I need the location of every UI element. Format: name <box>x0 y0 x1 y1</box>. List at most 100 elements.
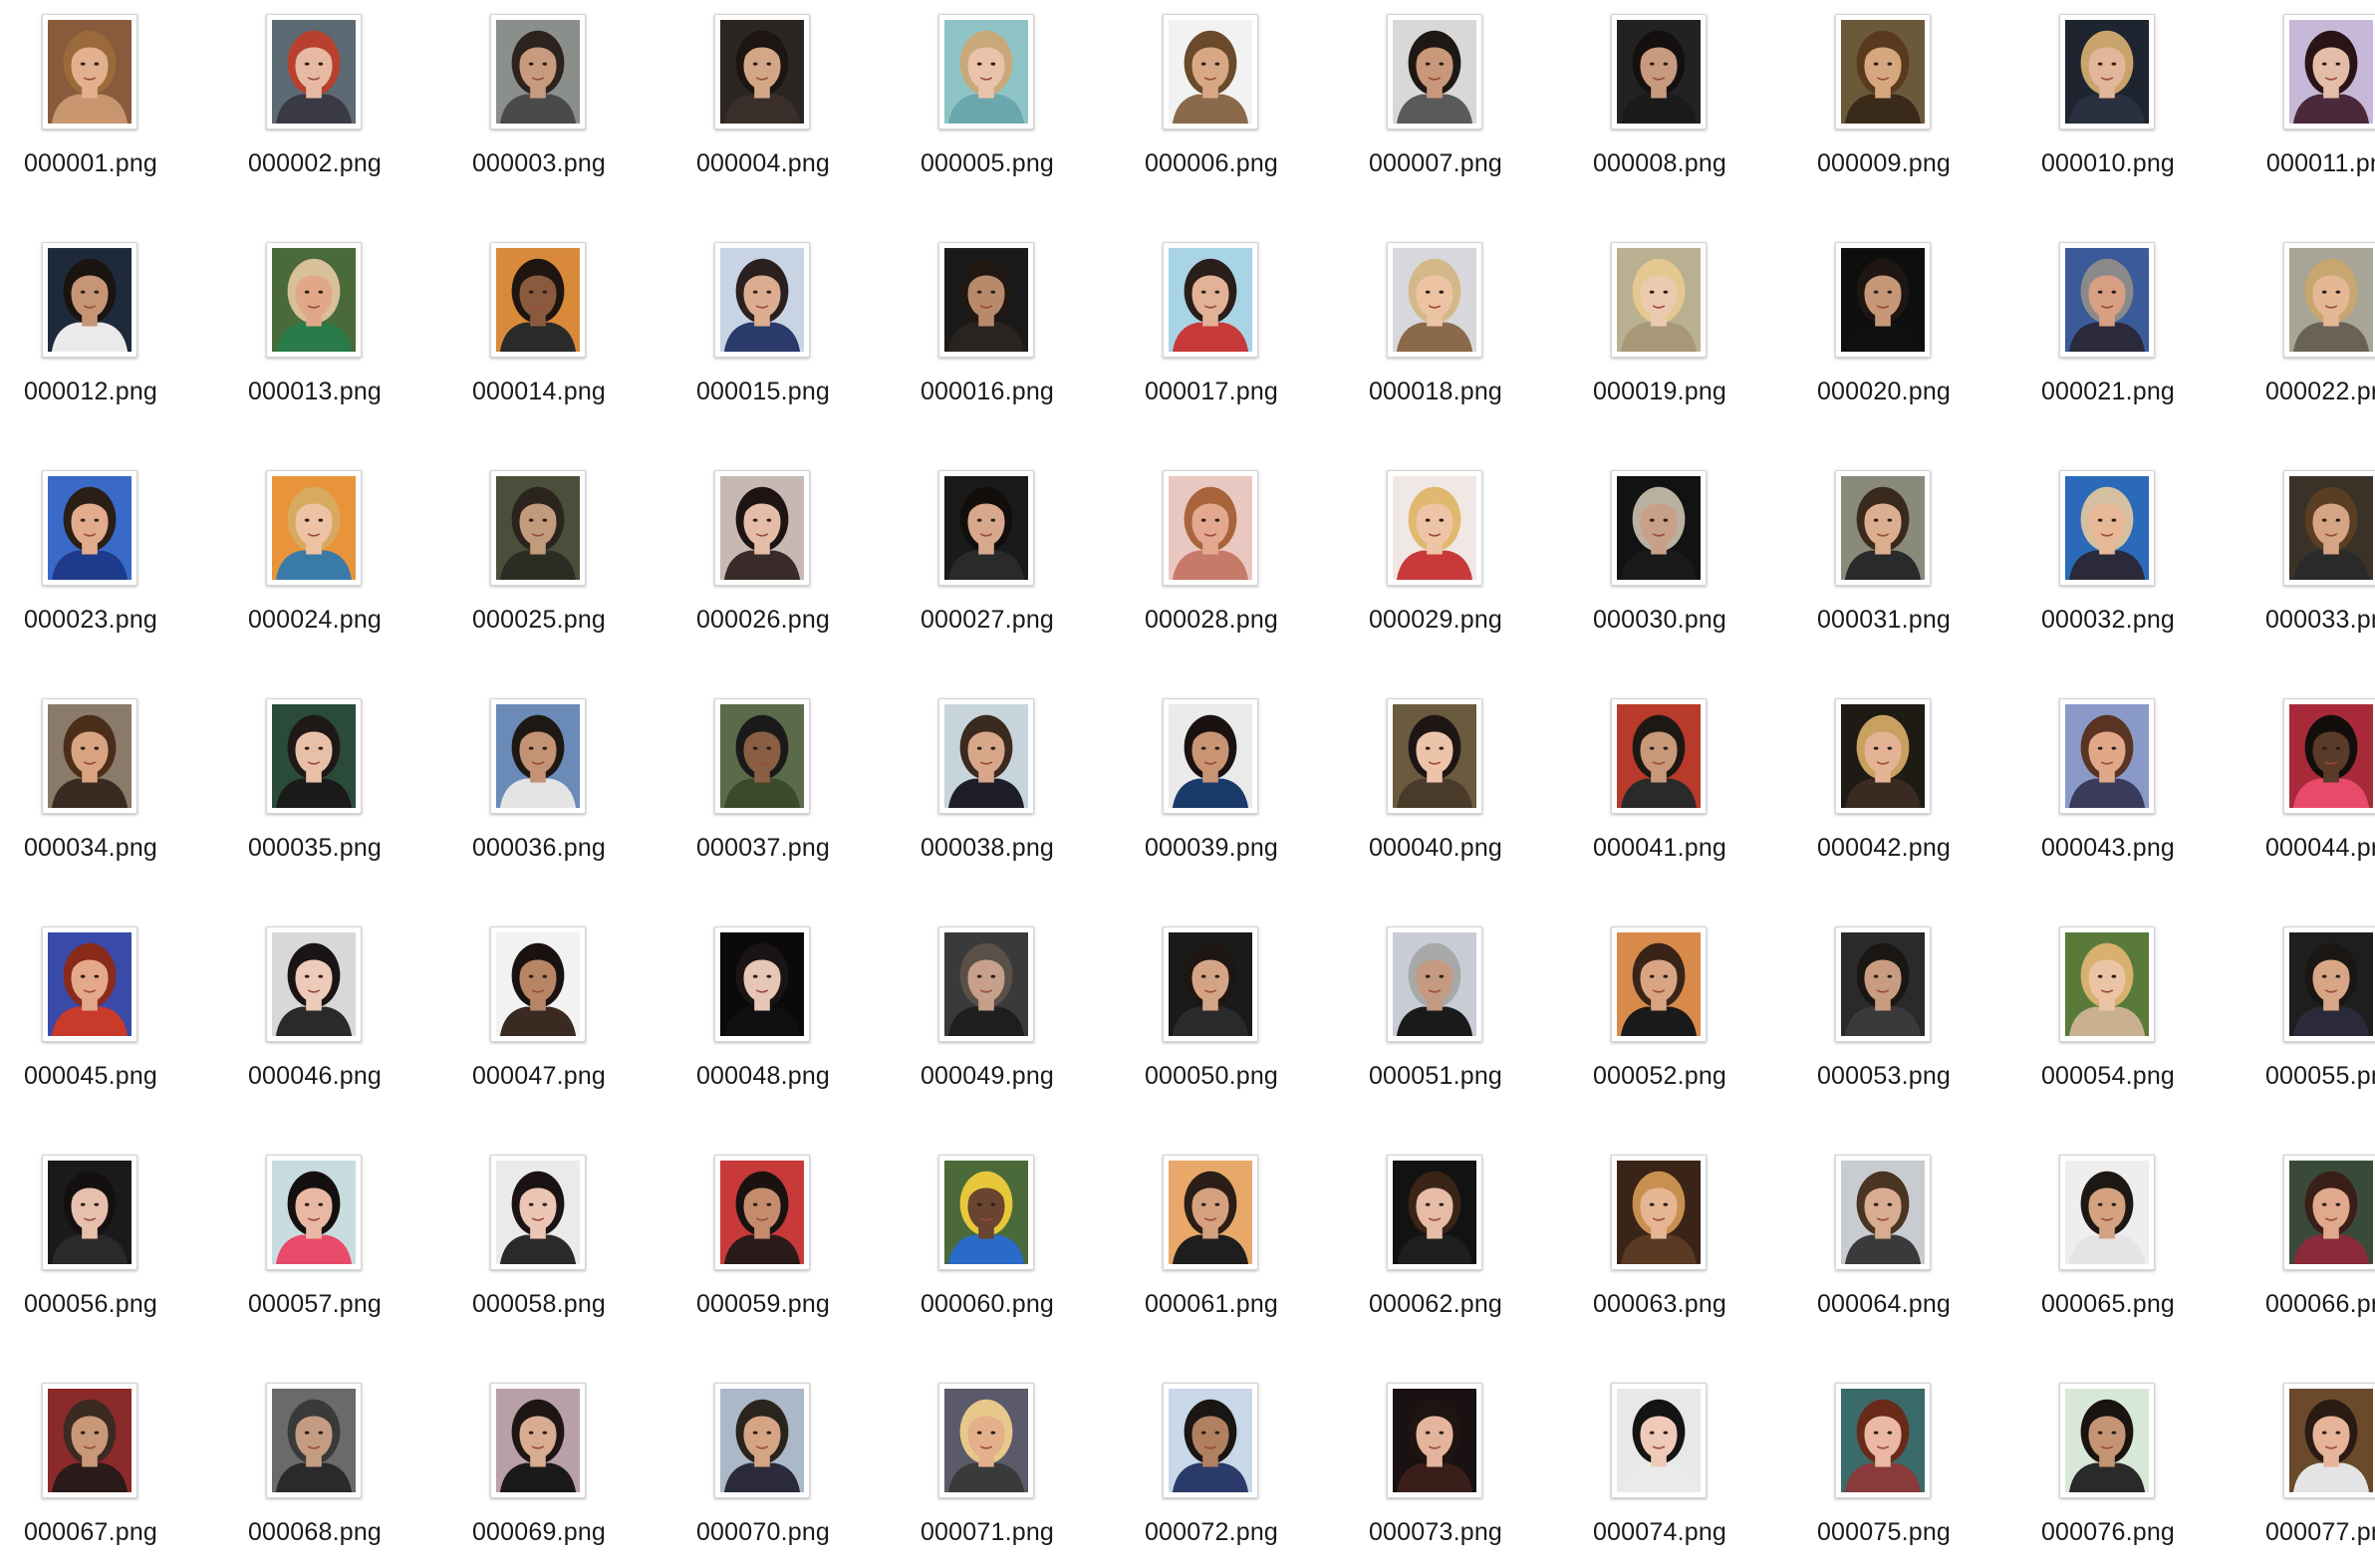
file-item[interactable]: 000031.png <box>1774 456 1993 655</box>
file-thumbnail[interactable] <box>1387 14 1482 130</box>
file-item[interactable]: 000046.png <box>205 913 424 1112</box>
file-name-label[interactable]: 000030.png <box>1592 606 1727 634</box>
file-thumbnail[interactable] <box>42 698 137 814</box>
file-item[interactable]: 000043.png <box>1998 684 2218 884</box>
file-name-label[interactable]: 000041.png <box>1592 834 1727 862</box>
file-thumbnail[interactable] <box>1387 470 1482 586</box>
file-name-label[interactable]: 000009.png <box>1816 149 1952 177</box>
file-name-label[interactable]: 000019.png <box>1592 378 1727 405</box>
file-item[interactable]: 000019.png <box>1550 228 1769 427</box>
file-item[interactable]: 000053.png <box>1774 913 1993 1112</box>
file-name-label[interactable]: 000031.png <box>1816 606 1952 634</box>
file-thumbnail[interactable] <box>490 698 586 814</box>
file-item[interactable]: 000041.png <box>1550 684 1769 884</box>
file-item[interactable]: 000038.png <box>878 684 1097 884</box>
file-thumbnail[interactable] <box>938 14 1034 130</box>
file-name-label[interactable]: 000027.png <box>920 606 1055 634</box>
file-name-label[interactable]: 000057.png <box>247 1290 383 1318</box>
file-item[interactable]: 000062.png <box>1326 1141 1545 1340</box>
file-thumbnail[interactable] <box>1835 1383 1931 1498</box>
file-item[interactable]: 000058.png <box>429 1141 649 1340</box>
file-thumbnail[interactable] <box>1163 926 1258 1042</box>
file-thumbnail[interactable] <box>266 242 362 358</box>
file-name-label[interactable]: 000067.png <box>23 1518 158 1546</box>
file-item[interactable]: 000003.png <box>429 0 649 199</box>
file-name-label[interactable]: 000011.png <box>2265 149 2375 177</box>
file-item[interactable]: 000074.png <box>1550 1369 1769 1568</box>
file-name-label[interactable]: 000013.png <box>247 378 383 405</box>
file-name-label[interactable]: 000024.png <box>247 606 383 634</box>
file-thumbnail[interactable] <box>42 1155 137 1270</box>
file-thumbnail[interactable] <box>938 470 1034 586</box>
file-name-label[interactable]: 000028.png <box>1144 606 1279 634</box>
file-name-label[interactable]: 000014.png <box>471 378 607 405</box>
file-thumbnail[interactable] <box>1163 242 1258 358</box>
file-item[interactable]: 000070.png <box>654 1369 873 1568</box>
file-name-label[interactable]: 000025.png <box>471 606 607 634</box>
file-item[interactable]: 000029.png <box>1326 456 1545 655</box>
file-item[interactable]: 000056.png <box>0 1141 200 1340</box>
file-thumbnail[interactable] <box>1611 926 1707 1042</box>
file-name-label[interactable]: 000064.png <box>1816 1290 1952 1318</box>
file-item[interactable]: 000007.png <box>1326 0 1545 199</box>
file-name-label[interactable]: 000059.png <box>695 1290 831 1318</box>
file-thumbnail[interactable] <box>1387 1155 1482 1270</box>
file-item[interactable]: 000024.png <box>205 456 424 655</box>
file-name-label[interactable]: 000001.png <box>23 149 158 177</box>
file-item[interactable]: 000067.png <box>0 1369 200 1568</box>
file-name-label[interactable]: 000026.png <box>695 606 831 634</box>
file-thumbnail[interactable] <box>714 926 810 1042</box>
file-name-label[interactable]: 000035.png <box>247 834 383 862</box>
file-name-label[interactable]: 000044.png <box>2264 834 2375 862</box>
file-thumbnail[interactable] <box>2059 698 2155 814</box>
file-item[interactable]: 000042.png <box>1774 684 1993 884</box>
file-thumbnail[interactable] <box>1611 1155 1707 1270</box>
file-item[interactable]: 000069.png <box>429 1369 649 1568</box>
file-thumbnail[interactable] <box>42 242 137 358</box>
file-thumbnail[interactable] <box>1163 698 1258 814</box>
file-item[interactable]: 000015.png <box>654 228 873 427</box>
file-name-label[interactable]: 000054.png <box>2040 1062 2176 1090</box>
file-item[interactable]: 000071.png <box>878 1369 1097 1568</box>
file-item[interactable]: 000033.png <box>2223 456 2375 655</box>
file-item[interactable]: 000037.png <box>654 684 873 884</box>
file-thumbnail[interactable] <box>714 14 810 130</box>
file-name-label[interactable]: 000003.png <box>471 149 607 177</box>
file-thumbnail[interactable] <box>2059 926 2155 1042</box>
file-item[interactable]: 000047.png <box>429 913 649 1112</box>
file-item[interactable]: 000013.png <box>205 228 424 427</box>
file-thumbnail[interactable] <box>2059 242 2155 358</box>
file-name-label[interactable]: 000049.png <box>920 1062 1055 1090</box>
file-thumbnail[interactable] <box>2283 242 2375 358</box>
file-item[interactable]: 000028.png <box>1102 456 1321 655</box>
file-name-label[interactable]: 000075.png <box>1816 1518 1952 1546</box>
file-item[interactable]: 000050.png <box>1102 913 1321 1112</box>
file-item[interactable]: 000034.png <box>0 684 200 884</box>
file-thumbnail[interactable] <box>42 470 137 586</box>
file-name-label[interactable]: 000043.png <box>2040 834 2176 862</box>
file-name-label[interactable]: 000004.png <box>695 149 831 177</box>
file-thumbnail[interactable] <box>266 1155 362 1270</box>
file-item[interactable]: 000064.png <box>1774 1141 1993 1340</box>
file-item[interactable]: 000035.png <box>205 684 424 884</box>
file-thumbnail[interactable] <box>1611 470 1707 586</box>
file-name-label[interactable]: 000005.png <box>920 149 1055 177</box>
file-item[interactable]: 000010.png <box>1998 0 2218 199</box>
file-item[interactable]: 000017.png <box>1102 228 1321 427</box>
file-item[interactable]: 000065.png <box>1998 1141 2218 1340</box>
file-item[interactable]: 000066.png <box>2223 1141 2375 1340</box>
file-thumbnail[interactable] <box>1611 242 1707 358</box>
file-item[interactable]: 000002.png <box>205 0 424 199</box>
file-thumbnail[interactable] <box>1835 1155 1931 1270</box>
file-thumbnail[interactable] <box>714 242 810 358</box>
file-item[interactable]: 000021.png <box>1998 228 2218 427</box>
file-name-label[interactable]: 000017.png <box>1144 378 1279 405</box>
file-thumbnail[interactable] <box>1163 470 1258 586</box>
file-item[interactable]: 000060.png <box>878 1141 1097 1340</box>
file-name-label[interactable]: 000055.png <box>2264 1062 2375 1090</box>
file-name-label[interactable]: 000038.png <box>920 834 1055 862</box>
file-thumbnail[interactable] <box>490 470 586 586</box>
file-item[interactable]: 000025.png <box>429 456 649 655</box>
file-thumbnail[interactable] <box>938 1155 1034 1270</box>
file-thumbnail[interactable] <box>2059 1155 2155 1270</box>
